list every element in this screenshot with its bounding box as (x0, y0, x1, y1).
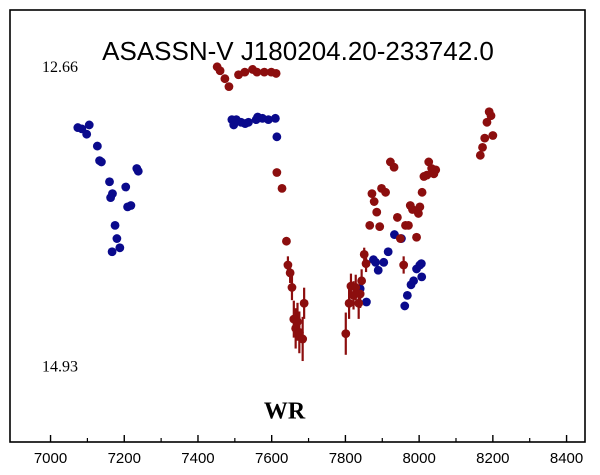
blue-data-point (371, 257, 381, 267)
data-points (73, 62, 498, 344)
red-data-point (375, 222, 385, 232)
red-data-point (271, 69, 281, 78)
red-data-point (424, 157, 434, 167)
red-data-point (293, 317, 302, 327)
red-data-point (482, 117, 492, 127)
plot-frame (9, 9, 586, 443)
x-tick-label: 7600 (255, 450, 288, 467)
x-tick-label: 8400 (550, 450, 583, 467)
x-tick-label: 7000 (34, 450, 67, 467)
blue-data-point (379, 257, 389, 267)
red-data-point (344, 298, 354, 308)
red-data-point (413, 209, 423, 218)
red-data-point (381, 187, 390, 197)
x-tick-label: 8000 (402, 450, 435, 467)
red-data-point (478, 142, 487, 152)
red-data-point (240, 67, 250, 77)
x-axis-tick-labels: 7000 7200 7400 7600 7800 8000 8200 8400 (34, 450, 583, 467)
x-tick-label: 8200 (476, 450, 509, 467)
blue-data-point (97, 157, 106, 167)
x-axis-ticks (49, 435, 568, 442)
red-data-point (294, 327, 304, 337)
red-data-point (349, 290, 358, 300)
red-data-point (404, 220, 413, 230)
y-label-top: 12.66 (42, 59, 78, 76)
blue-data-point (402, 290, 412, 300)
red-data-point (475, 150, 485, 160)
blue-data-point (82, 129, 92, 139)
red-data-point (351, 283, 361, 292)
chart-title: ASASSN-V J180204.20-233742.0 (102, 36, 494, 66)
red-data-point (277, 183, 287, 193)
blue-data-point (417, 272, 427, 282)
red-data-point (287, 283, 297, 292)
wr-annotation: WR (264, 398, 306, 424)
red-data-point (415, 202, 425, 212)
red-data-point (361, 259, 371, 269)
red-data-point (355, 289, 365, 299)
blue-data-point (126, 201, 136, 210)
blue-data-point (92, 141, 102, 151)
red-data-point (417, 187, 427, 197)
red-data-point (392, 213, 402, 222)
x-tick-label: 7400 (181, 450, 214, 467)
red-data-point (480, 133, 490, 143)
blue-data-point (416, 259, 426, 269)
red-data-point (359, 250, 369, 259)
blue-data-point (409, 276, 419, 286)
blue-data-point (400, 301, 410, 311)
x-tick-label: 7800 (329, 450, 362, 467)
red-data-point (215, 66, 225, 76)
red-data-point (389, 162, 399, 172)
red-data-point (431, 165, 441, 175)
blue-data-point (362, 297, 371, 307)
blue-data-point (112, 234, 122, 243)
red-data-point (283, 260, 293, 270)
blue-data-point (121, 182, 131, 192)
blue-data-point (373, 265, 383, 275)
red-data-point (357, 276, 367, 286)
red-data-point (282, 236, 291, 246)
blue-data-point (244, 117, 253, 127)
blue-data-point (270, 113, 280, 123)
blue-data-point (133, 166, 143, 176)
red-data-point (220, 74, 230, 84)
red-data-point (272, 168, 282, 177)
blue-data-point (272, 132, 282, 142)
blue-data-point (84, 120, 94, 130)
red-data-point (224, 82, 234, 92)
red-data-point (395, 234, 405, 243)
blue-data-point (110, 220, 120, 230)
red-data-point (422, 170, 432, 180)
red-data-point (372, 207, 382, 217)
red-data-point (369, 197, 379, 206)
blue-data-point (108, 189, 117, 199)
red-data-point (341, 329, 351, 339)
red-data-point (298, 334, 308, 344)
red-data-point (285, 268, 295, 278)
red-data-point (259, 67, 269, 77)
red-data-point (367, 189, 377, 199)
blue-data-point (383, 247, 393, 257)
red-data-point (399, 260, 409, 270)
blue-data-point (107, 247, 117, 257)
y-label-bottom: 14.93 (42, 359, 78, 376)
x-tick-label: 7200 (108, 450, 141, 467)
red-data-point (486, 111, 496, 121)
red-data-point (365, 220, 375, 230)
red-data-point (412, 232, 421, 242)
red-data-point (354, 298, 364, 308)
blue-data-point (115, 243, 125, 253)
red-data-point (299, 298, 309, 308)
red-data-point (488, 131, 498, 140)
blue-data-point (263, 115, 273, 125)
red-data-point (252, 67, 262, 77)
blue-data-point (105, 177, 114, 187)
